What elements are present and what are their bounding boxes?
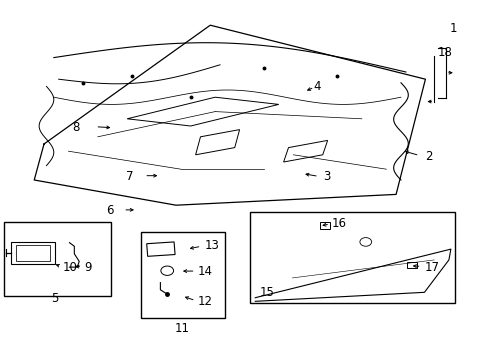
- Text: 9: 9: [84, 261, 91, 274]
- Text: 17: 17: [424, 261, 439, 274]
- Text: 7: 7: [126, 170, 133, 183]
- Text: 14: 14: [198, 265, 213, 278]
- Polygon shape: [255, 249, 450, 301]
- Text: 15: 15: [260, 286, 274, 299]
- Text: 16: 16: [331, 217, 346, 230]
- Bar: [4, 222, 110, 296]
- Text: 11: 11: [174, 322, 189, 335]
- Text: 8: 8: [72, 121, 80, 134]
- Text: 1: 1: [449, 22, 456, 35]
- Polygon shape: [34, 25, 425, 205]
- Text: 2: 2: [425, 150, 432, 163]
- Bar: [141, 232, 224, 318]
- Bar: [406, 262, 416, 268]
- Text: 5: 5: [51, 292, 59, 305]
- Text: 4: 4: [312, 80, 320, 93]
- Text: 18: 18: [437, 46, 451, 59]
- Text: 12: 12: [198, 295, 213, 308]
- Bar: [250, 212, 454, 303]
- Text: 3: 3: [322, 170, 329, 183]
- Text: 10: 10: [62, 261, 77, 274]
- Text: 13: 13: [204, 239, 219, 252]
- Bar: [320, 222, 329, 229]
- Text: 6: 6: [106, 204, 114, 217]
